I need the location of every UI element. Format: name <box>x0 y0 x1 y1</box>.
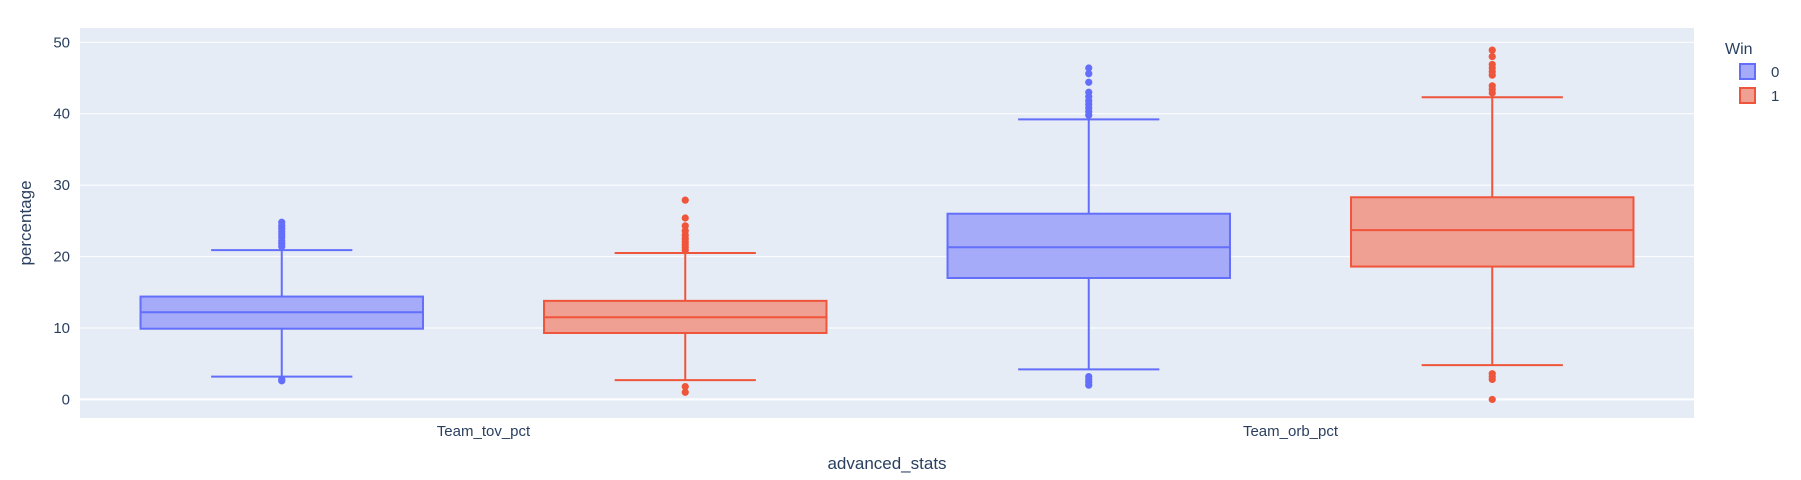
y-tick-label: 10 <box>53 320 70 337</box>
outlier-point <box>681 214 689 222</box>
y-tick-label: 40 <box>53 106 70 123</box>
outlier-point <box>278 218 286 226</box>
outlier-point <box>1085 70 1093 78</box>
legend-swatch <box>1739 87 1756 104</box>
y-tick-label: 30 <box>53 177 70 194</box>
x-axis-label: advanced_stats <box>827 454 946 473</box>
legend-swatch <box>1739 63 1756 80</box>
iqr-box <box>946 212 1231 279</box>
x-tick-label: Team_orb_pct <box>1243 423 1339 440</box>
legend-label: 0 <box>1771 64 1779 81</box>
y-tick-label: 20 <box>53 249 70 266</box>
outlier-point <box>681 227 689 235</box>
box-traces <box>139 46 1635 404</box>
y-tick-label: 0 <box>62 391 70 408</box>
outlier-point <box>1488 395 1496 404</box>
iqr-box <box>1350 196 1635 268</box>
outlier-point <box>681 388 689 396</box>
box-group <box>946 64 1231 389</box>
legend: Win 0 1 <box>1725 41 1779 105</box>
outlier-point <box>278 375 286 384</box>
outlier-point <box>1488 370 1496 378</box>
outlier-point <box>1085 78 1093 86</box>
legend-label: 1 <box>1771 88 1779 105</box>
outlier-point <box>1488 82 1496 90</box>
box-group <box>543 196 828 396</box>
outlier-point <box>1488 60 1496 69</box>
x-tick-label: Team_tov_pct <box>437 423 531 440</box>
box-group <box>1350 46 1635 404</box>
x-tick-labels: Team_tov_pct Team_orb_pct <box>437 423 1339 440</box>
outlier-point <box>1488 46 1496 54</box>
outlier-point <box>1085 88 1093 96</box>
outlier-point <box>681 222 689 230</box>
y-tick-labels: 0 10 20 30 40 50 <box>53 34 70 408</box>
y-tick-label: 50 <box>53 34 70 51</box>
y-axis-label: percentage <box>16 180 35 265</box>
legend-title: Win <box>1725 41 1753 58</box>
outlier-point <box>681 382 689 391</box>
outlier-point <box>1488 52 1496 61</box>
outlier-point <box>681 196 689 204</box>
outlier-point <box>1085 372 1093 381</box>
outlier-point <box>1085 64 1093 72</box>
box-group <box>139 218 424 385</box>
